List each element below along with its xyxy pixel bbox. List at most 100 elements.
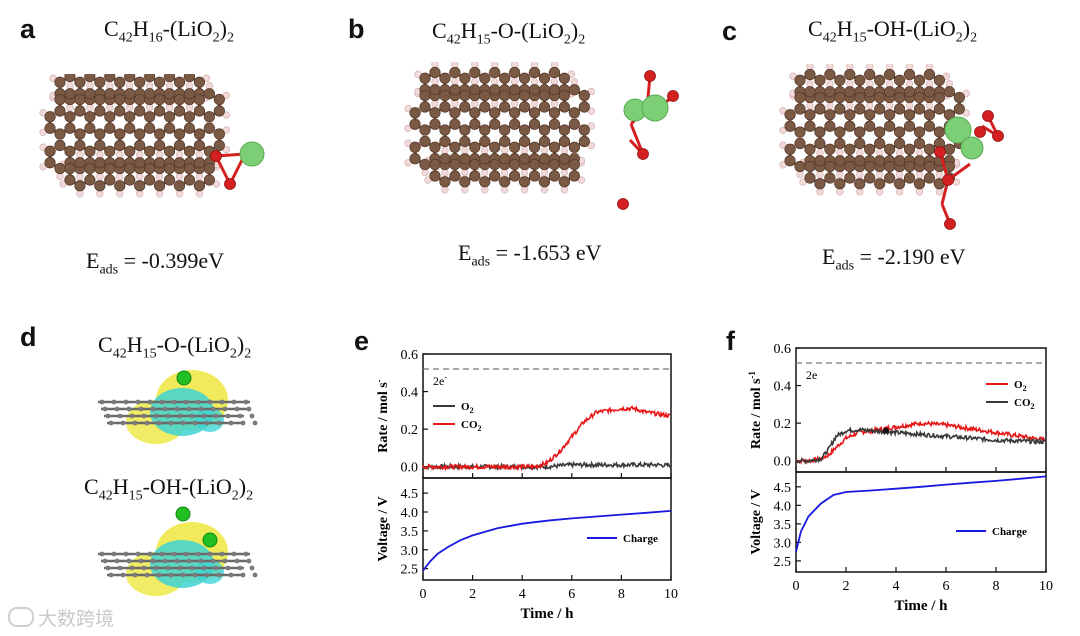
molecule-structure-c (779, 64, 1004, 230)
carbon-atom (249, 413, 255, 419)
carbon-atom (186, 558, 192, 564)
carbon-atom (449, 170, 461, 182)
carbon-atom (144, 420, 150, 426)
lithium-atom (175, 506, 191, 522)
hydrogen-atom (895, 170, 904, 179)
carbon-atom (180, 420, 186, 426)
carbon-atom (114, 157, 126, 169)
carbon-atom (193, 76, 206, 88)
carbon-atom (804, 160, 816, 173)
carbon-atom (213, 139, 225, 152)
carbon-atom (518, 124, 531, 136)
carbon-atom (528, 141, 541, 153)
hydrogen-atom (796, 170, 804, 179)
carbon-atom (198, 406, 204, 412)
carbon-atom (884, 172, 896, 184)
carbon-atom (824, 160, 836, 173)
voltage-tick-label: 2.5 (401, 563, 419, 578)
legend-o2-label: O2 (1014, 379, 1027, 393)
carbon-atom (439, 72, 451, 84)
carbon-atom (568, 141, 580, 153)
carbon-atom (104, 74, 116, 83)
hydrogen-atom (846, 80, 854, 88)
carbon-atom (864, 68, 876, 81)
carbon-atom (240, 572, 246, 578)
carbon-atom (824, 68, 836, 81)
carbon-atom (893, 137, 906, 150)
carbon-atom (933, 74, 946, 86)
rate-tick-label: 0.2 (774, 417, 792, 432)
x-axis-label: Time / h (520, 606, 574, 620)
carbon-atom (844, 120, 856, 132)
rate-axis-label: Rate / mol s- (374, 379, 391, 452)
panel-label-d: d (20, 322, 37, 352)
hydrogen-atom (165, 81, 174, 90)
hydrogen-atom (175, 150, 184, 159)
carbon-atom (94, 180, 106, 192)
carbon-atom (903, 143, 916, 155)
hydrogen-atom (145, 103, 154, 112)
carbon-atom (499, 89, 511, 102)
carbon-atom (489, 107, 501, 119)
carbon-atom (429, 141, 441, 153)
carbon-atom (126, 406, 132, 412)
carbon-atom (192, 572, 198, 578)
carbon-atom (210, 558, 216, 564)
rate-tick-label: 0.6 (774, 342, 792, 357)
oxygen-atom (617, 198, 629, 210)
carbon-atom (459, 124, 471, 136)
charge-density-top (98, 370, 258, 444)
carbon-atom (134, 180, 146, 192)
rate-tick-label: 0.4 (401, 386, 419, 401)
carbon-group (784, 68, 965, 190)
carbon-atom (203, 88, 215, 100)
carbon-atom (150, 558, 156, 564)
hydrogen-atom (96, 190, 104, 198)
carbon-atom (44, 122, 56, 134)
carbon-atom (153, 105, 166, 117)
carbon-group (44, 74, 225, 192)
carbon-atom (913, 155, 926, 167)
hydrogen-atom (441, 186, 449, 194)
carbon-atom (528, 158, 541, 171)
carbon-atom (548, 170, 561, 182)
isosurface-cyan (196, 408, 224, 432)
voltage-tick-label: 3.0 (774, 536, 792, 551)
carbon-atom (874, 178, 886, 190)
carbon-atom (105, 565, 111, 571)
carbon-atom (824, 120, 836, 132)
hydrogen-atom (826, 80, 834, 88)
voltage-tick-label: 3.5 (401, 525, 419, 540)
hydrogen-atom (816, 188, 824, 196)
carbon-atom (108, 572, 114, 578)
carbon-atom (183, 111, 196, 123)
carbon-atom (134, 105, 146, 117)
molecule-structure-b (404, 62, 679, 210)
hydrogen-atom (500, 168, 509, 177)
carbon-atom (124, 122, 136, 134)
carbon-atom (114, 180, 126, 192)
carbon-atom (923, 68, 936, 81)
hydrogen-atom (560, 168, 569, 177)
carbon-atom (163, 74, 176, 83)
carbon-atom (124, 88, 136, 100)
carbon-atom (854, 155, 866, 167)
carbon-atom (874, 91, 886, 104)
carbon-atom (132, 420, 138, 426)
carbon-atom (824, 172, 836, 184)
carbon-atom (135, 399, 141, 405)
carbon-atom (499, 176, 511, 188)
carbon-atom (132, 572, 138, 578)
carbon-atom (903, 160, 916, 173)
carbon-atom (74, 180, 86, 192)
panel-label-a: a (20, 14, 36, 44)
carbon-atom (219, 399, 225, 405)
carbon-atom (84, 74, 96, 83)
carbon-atom (114, 128, 126, 140)
carbon-atom (203, 122, 215, 134)
carbon-atom (794, 137, 806, 150)
carbon-atom (193, 139, 206, 152)
carbon-atom (192, 420, 198, 426)
hydrogen-atom (866, 64, 874, 71)
x-tick-label: 4 (893, 579, 900, 594)
